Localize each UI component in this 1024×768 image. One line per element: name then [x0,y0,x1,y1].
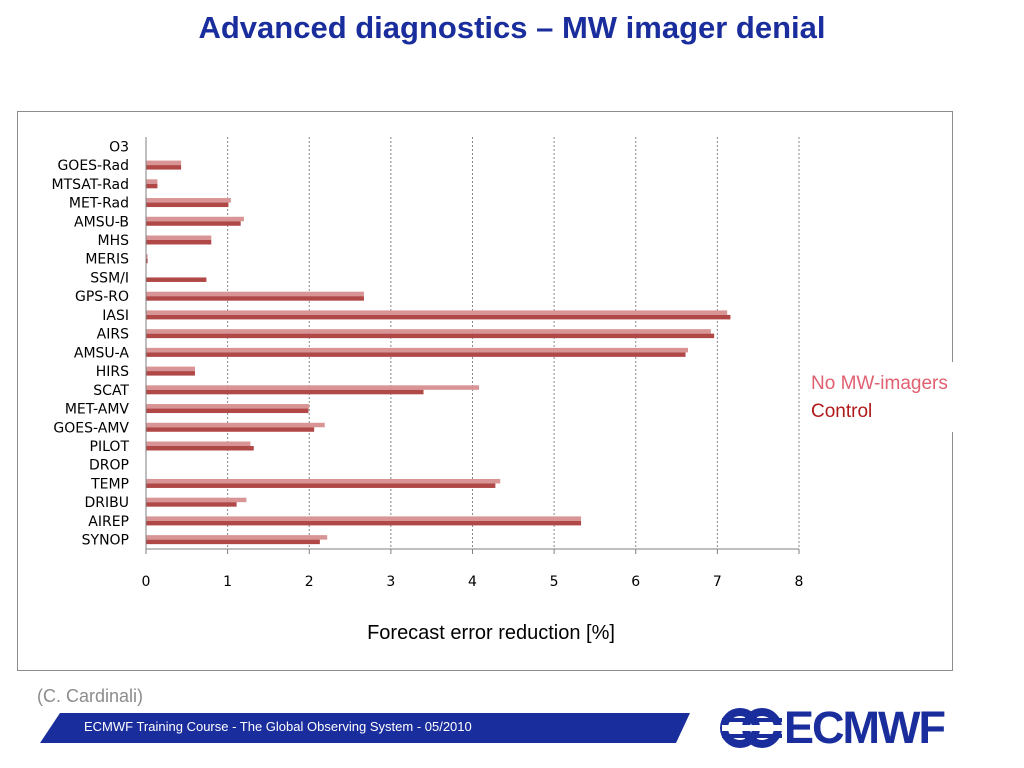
legend-item-control: Control [811,401,873,422]
category-label: TEMP [90,476,129,492]
bar-no-mw-imagers [146,441,251,446]
bar-control [146,446,254,451]
category-label: MET-AMV [65,402,130,418]
x-tick-label: 0 [142,574,151,590]
bar-control [146,277,207,282]
category-label: DROP [89,458,129,474]
bar-control [146,202,229,208]
x-tick-label: 7 [713,574,722,590]
ecmwf-logo: ECMWF [718,703,958,753]
x-tick-label: 1 [223,574,232,590]
category-label: AMSU-A [74,345,130,361]
bar-no-mw-imagers [146,254,148,259]
footer-text: ECMWF Training Course - The Global Obser… [84,719,472,734]
x-tick-label: 6 [631,574,640,590]
bar-control [146,427,315,432]
category-label: GPS-RO [75,289,129,305]
category-label: SYNOP [82,533,129,549]
ecmwf-logo-icon [720,708,782,748]
bar-control [146,371,195,376]
bar-control [146,221,241,226]
bar-no-mw-imagers [146,497,247,503]
legend-border-gap [944,362,956,432]
ecmwf-logo-text: ECMWF [784,702,946,753]
bar-no-mw-imagers [146,329,711,334]
category-label: AIRS [97,327,129,343]
category-label: HIRS [96,364,129,380]
bar-no-mw-imagers [146,310,728,315]
bar-no-mw-imagers [146,235,212,240]
bar-chart: O3 GOES-Rad MTSAT-Rad MET-Rad AMSU-B MHS MERIS… [52,137,804,644]
x-tick-label: 5 [550,574,559,590]
bar-control [146,296,364,301]
x-tick-label: 4 [468,574,477,590]
bar-no-mw-imagers [146,347,688,353]
category-label: AMSU-B [74,214,129,230]
bar-control [146,352,686,357]
chart-legend: No MW-imagers Control [811,370,948,426]
bar-no-mw-imagers [146,366,195,372]
bar-control [146,258,148,264]
bar-no-mw-imagers [146,216,244,222]
category-label: MHS [98,233,130,249]
footer-bar [40,713,690,743]
bar-control [146,165,182,170]
bar-control [146,314,731,320]
category-label: SCAT [93,383,129,399]
bar-no-mw-imagers [146,404,310,409]
category-label: PILOT [90,439,130,455]
category-label: DRIBU [85,495,130,511]
category-label: GOES-AMV [53,420,129,436]
category-label: MERIS [85,252,129,268]
chart-panel: O3 GOES-Rad MTSAT-Rad MET-Rad AMSU-B MHS MERIS… [17,111,953,671]
category-label: GOES-Rad [57,158,129,174]
bar-no-mw-imagers [146,291,364,297]
bar-no-mw-imagers [146,198,231,203]
x-tick-label: 3 [386,574,395,590]
bar-control [146,502,237,507]
bar-control [146,539,320,545]
bar-no-mw-imagers [146,478,501,484]
x-axis-title: Forecast error reduction [%] [367,622,615,644]
category-label: MET-Rad [69,196,129,212]
x-tick-label: 2 [305,574,314,590]
bar-no-mw-imagers [146,535,328,540]
bar-control [146,240,212,245]
bar-control [146,333,715,339]
bar-control [146,183,158,189]
bar-no-mw-imagers [146,385,480,390]
bar-control [146,483,496,488]
bar-no-mw-imagers [146,160,182,166]
bar-no-mw-imagers [146,179,158,184]
bar-control [146,408,309,414]
bar-no-mw-imagers [146,422,325,428]
category-label: MTSAT-Rad [52,177,129,193]
category-label: IASI [102,308,129,324]
category-label: AIREP [88,514,129,530]
category-label: O3 [109,139,129,155]
bar-no-mw-imagers [146,516,582,521]
bar-control [146,520,582,526]
slide-title: Advanced diagnostics – MW imager denial [198,10,826,45]
legend-item-no-mw-imagers: No MW-imagers [811,373,948,394]
bar-control [146,389,424,395]
x-tick-label: 8 [795,574,804,590]
category-label: SSM/I [90,270,129,286]
source-note: (C. Cardinali) [37,686,144,706]
